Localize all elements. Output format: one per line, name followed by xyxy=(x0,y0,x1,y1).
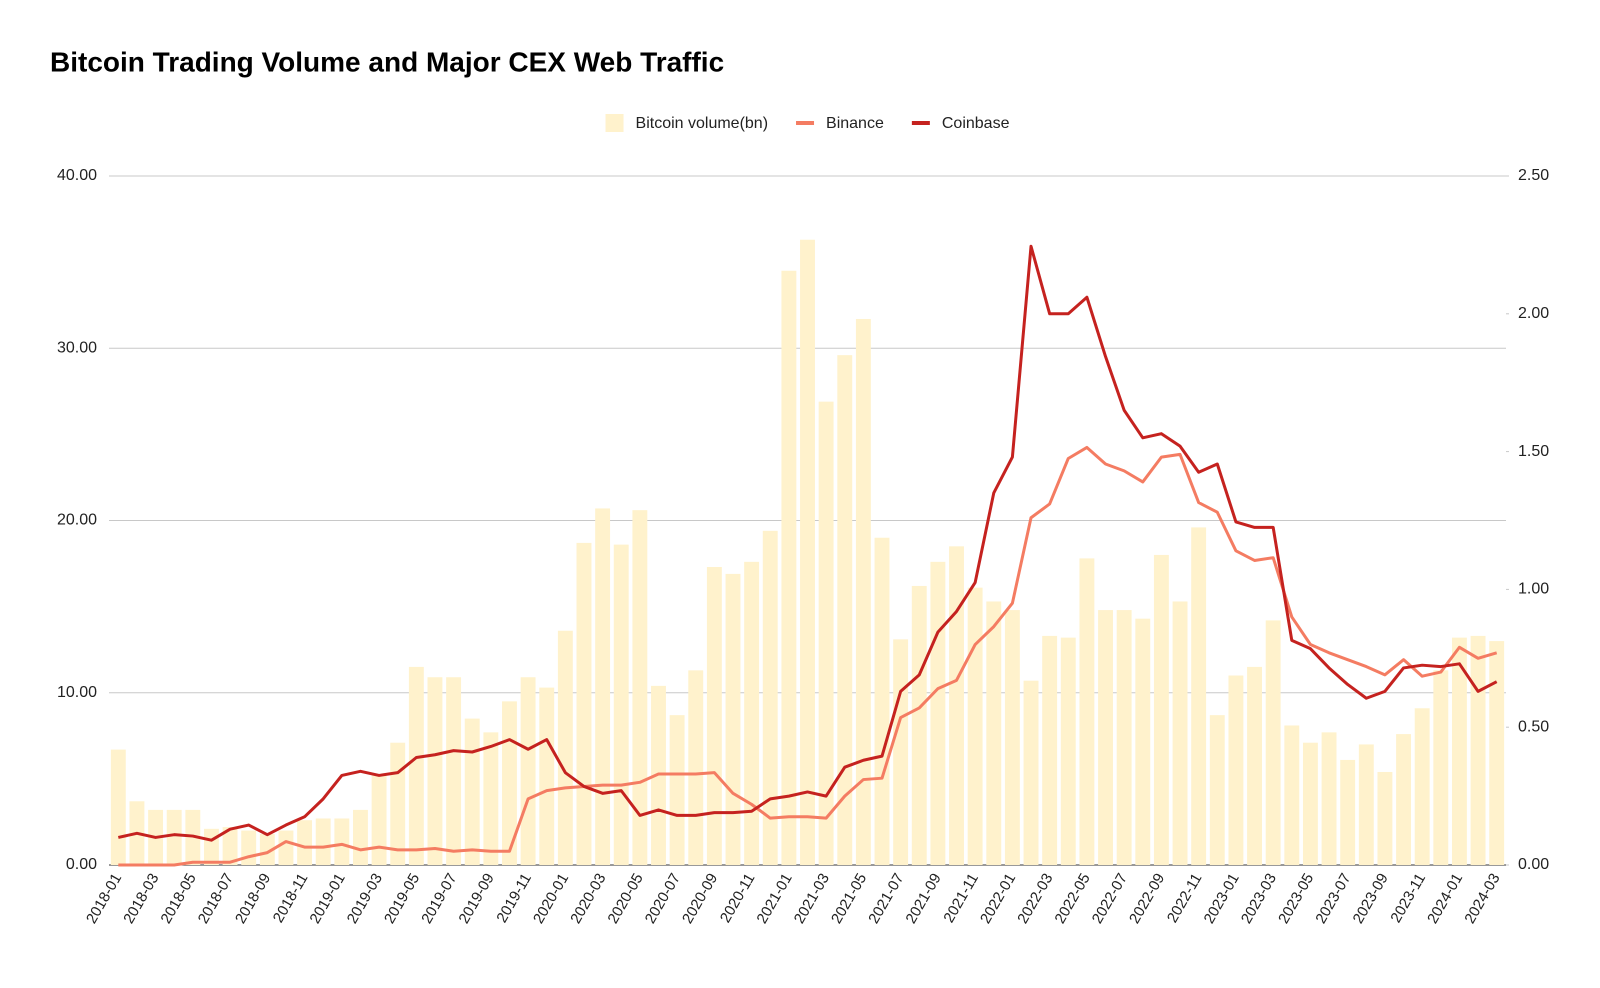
bar xyxy=(1098,610,1113,865)
bar xyxy=(1284,725,1300,865)
bar xyxy=(1209,715,1225,865)
bar xyxy=(1358,744,1374,865)
bar xyxy=(203,828,219,865)
bar xyxy=(222,827,238,865)
bar xyxy=(166,809,182,865)
line xyxy=(118,445,1498,867)
y-tick-label: 20.00 xyxy=(57,512,97,529)
bar xyxy=(259,833,275,865)
legend: Bitcoin volume(bn) Binance Coinbase xyxy=(605,114,1010,132)
bar xyxy=(446,677,462,865)
bar xyxy=(1265,620,1281,865)
bar xyxy=(1451,637,1467,865)
legend-label: Binance xyxy=(826,115,884,132)
bar xyxy=(893,639,909,865)
bar xyxy=(1004,610,1020,865)
bar xyxy=(483,732,499,865)
bar xyxy=(911,585,927,865)
bar xyxy=(371,775,387,865)
bar xyxy=(1340,759,1356,865)
bar xyxy=(334,818,350,865)
bar xyxy=(539,687,555,865)
y2-tick-label: 2.50 xyxy=(1518,167,1549,184)
y2-tick-label: 1.00 xyxy=(1518,581,1549,598)
bar xyxy=(520,677,536,865)
bar xyxy=(967,587,983,865)
bar xyxy=(837,355,853,865)
bar xyxy=(464,718,480,865)
bar xyxy=(725,573,741,865)
bar xyxy=(1191,527,1207,865)
bar xyxy=(706,567,722,865)
y-tick-label: 40.00 xyxy=(57,167,97,184)
bar xyxy=(744,561,760,865)
bar xyxy=(613,544,629,865)
bar xyxy=(557,630,573,865)
bar xyxy=(632,510,648,865)
bar xyxy=(669,715,685,865)
y2-tick-label: 2.00 xyxy=(1518,305,1549,322)
bar xyxy=(595,508,611,865)
bar xyxy=(986,601,1002,865)
bar xyxy=(408,666,424,865)
bar xyxy=(1377,771,1393,865)
bar xyxy=(1247,666,1262,865)
bar xyxy=(688,670,704,865)
legend-label: Bitcoin volume(bn) xyxy=(636,115,769,132)
legend-swatch xyxy=(605,114,624,132)
legend-label: Coinbase xyxy=(942,115,1010,132)
bar xyxy=(1060,637,1076,865)
bar xyxy=(353,809,368,865)
bar xyxy=(1228,675,1244,865)
bar xyxy=(427,677,443,865)
bar xyxy=(1302,742,1318,865)
bar xyxy=(1079,558,1095,865)
bar xyxy=(1042,635,1058,865)
line xyxy=(117,244,1498,842)
y-tick-label: 10.00 xyxy=(57,684,97,701)
bar xyxy=(278,830,294,865)
bar xyxy=(1172,601,1188,865)
y-tick-label: 0.00 xyxy=(66,856,97,873)
y2-tick-label: 0.00 xyxy=(1518,856,1549,873)
bar xyxy=(762,530,778,865)
bar xyxy=(1023,680,1039,865)
bar xyxy=(576,542,592,865)
bar xyxy=(930,561,946,865)
bar xyxy=(315,818,331,865)
bar xyxy=(390,742,406,865)
bar xyxy=(1396,734,1412,865)
bar xyxy=(1116,610,1132,865)
bar xyxy=(855,318,871,865)
bar xyxy=(1153,554,1169,865)
y-tick-label: 30.00 xyxy=(57,339,97,356)
bar xyxy=(781,270,797,865)
y2-tick-label: 1.50 xyxy=(1518,443,1549,460)
bar xyxy=(818,401,834,865)
chart-title: Bitcoin Trading Volume and Major CEX Web… xyxy=(50,46,724,77)
y2-tick-label: 0.50 xyxy=(1518,718,1549,735)
bar xyxy=(949,546,964,865)
bar xyxy=(1321,732,1337,865)
bar xyxy=(1470,635,1486,865)
bar xyxy=(110,749,126,865)
bar xyxy=(1135,618,1151,865)
bar xyxy=(800,239,815,866)
bar xyxy=(1414,708,1430,865)
bar xyxy=(1433,670,1449,865)
bar xyxy=(874,537,890,865)
bar xyxy=(1489,641,1505,865)
bar xyxy=(297,820,313,865)
